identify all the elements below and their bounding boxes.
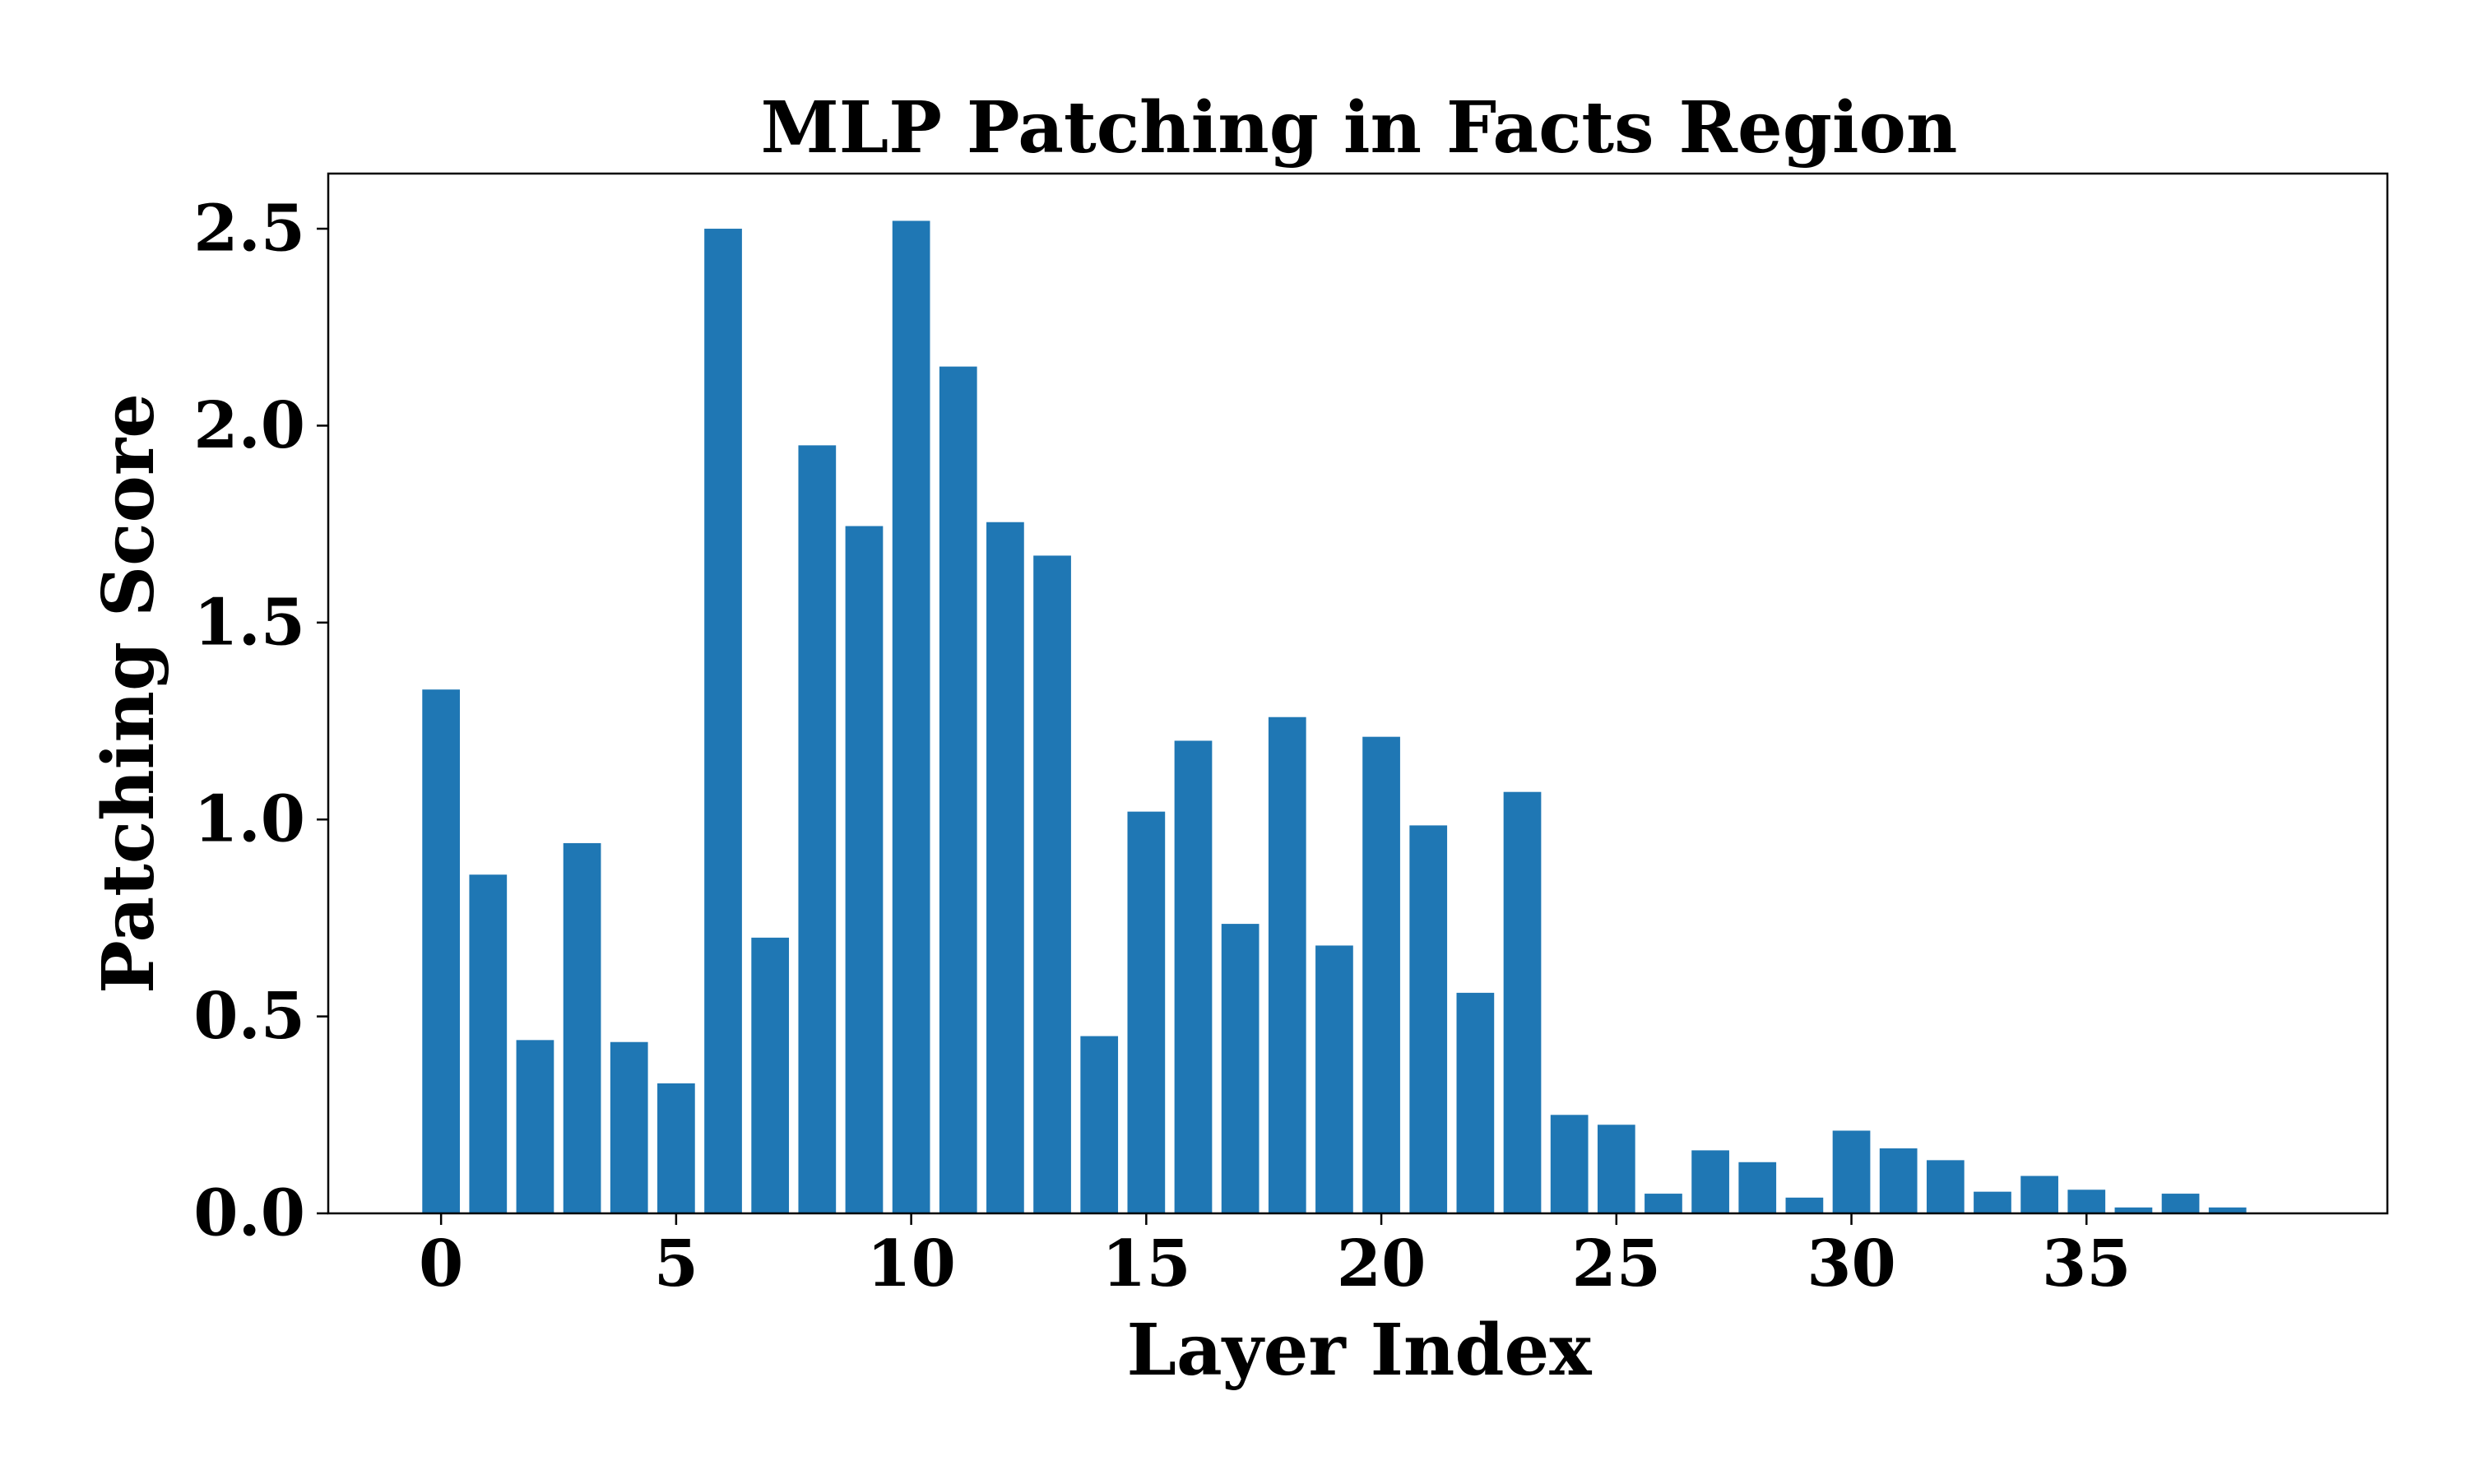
- bar-layer-15: [1127, 811, 1166, 1213]
- bar-layer-5: [657, 1083, 695, 1213]
- bar-layer-3: [563, 842, 601, 1213]
- x-tick-label: 20: [1337, 1227, 1427, 1301]
- y-tick-label: 2.5: [193, 192, 305, 267]
- bar-layer-34: [2020, 1176, 2058, 1213]
- y-axis-label: Patching Score: [87, 393, 170, 994]
- bar-layer-31: [1879, 1148, 1918, 1213]
- bar-layer-1: [469, 874, 508, 1213]
- y-tick-label: 0.5: [193, 979, 305, 1054]
- bar-layer-35: [2067, 1190, 2106, 1213]
- bar-layer-32: [1926, 1160, 1965, 1213]
- bar-layer-17: [1221, 924, 1260, 1213]
- x-tick-label: 15: [1102, 1227, 1191, 1301]
- x-tick-label: 10: [866, 1227, 956, 1301]
- bar-layer-13: [1033, 555, 1071, 1213]
- bar-layer-28: [1738, 1162, 1777, 1213]
- bar-layer-25: [1597, 1125, 1635, 1213]
- x-axis: 0 5 10 15 20 25 30 35: [419, 1213, 2132, 1301]
- y-tick-label: 2.0: [193, 388, 305, 463]
- bar-layer-10: [892, 220, 930, 1213]
- bar-layer-20: [1362, 736, 1400, 1213]
- y-tick-label: 1.5: [193, 585, 305, 660]
- x-tick-label: 25: [1572, 1227, 1662, 1301]
- bar-layer-6: [704, 229, 742, 1214]
- bar-layer-18: [1268, 716, 1306, 1213]
- bar-layer-11: [939, 366, 977, 1213]
- plot-frame: [327, 172, 2389, 1215]
- y-tick-label: 1.0: [193, 782, 305, 857]
- y-tick-label: 0.0: [193, 1176, 305, 1251]
- bar-layer-21: [1409, 825, 1448, 1213]
- bar-layer-24: [1550, 1115, 1589, 1213]
- bar-layer-23: [1503, 791, 1542, 1213]
- bar-layer-14: [1080, 1036, 1119, 1213]
- bar-layer-29: [1785, 1197, 1824, 1213]
- bar-layer-2: [516, 1040, 554, 1213]
- bar-layer-12: [986, 522, 1024, 1213]
- bar-layer-9: [845, 526, 884, 1213]
- bar-layer-4: [610, 1041, 648, 1213]
- x-tick-label: 35: [2042, 1227, 2132, 1301]
- bar-layer-19: [1315, 945, 1353, 1213]
- y-axis: 0.0 0.5 1.0 1.5 2.0 2.5: [193, 192, 328, 1251]
- bar-layer-26: [1645, 1194, 1682, 1213]
- bars-group: [422, 220, 2247, 1214]
- bar-layer-30: [1832, 1130, 1871, 1213]
- bar-layer-8: [798, 445, 837, 1213]
- bar-layer-37: [2161, 1194, 2200, 1213]
- x-tick-label: 5: [654, 1227, 698, 1301]
- bar-layer-38: [2208, 1207, 2247, 1213]
- bar-layer-7: [751, 937, 790, 1213]
- bar-layer-33: [1974, 1191, 2011, 1213]
- bar-layer-27: [1691, 1150, 1729, 1213]
- bar-layer-22: [1456, 992, 1495, 1213]
- x-tick-label: 0: [419, 1227, 463, 1301]
- bar-layer-36: [2114, 1207, 2153, 1213]
- x-tick-label: 30: [1807, 1227, 1896, 1301]
- bar-layer-0: [422, 689, 461, 1213]
- bar-layer-16: [1174, 740, 1213, 1213]
- chart-title: MLP Patching in Facts Region: [761, 86, 1958, 169]
- x-axis-label: Layer Index: [1126, 1309, 1592, 1392]
